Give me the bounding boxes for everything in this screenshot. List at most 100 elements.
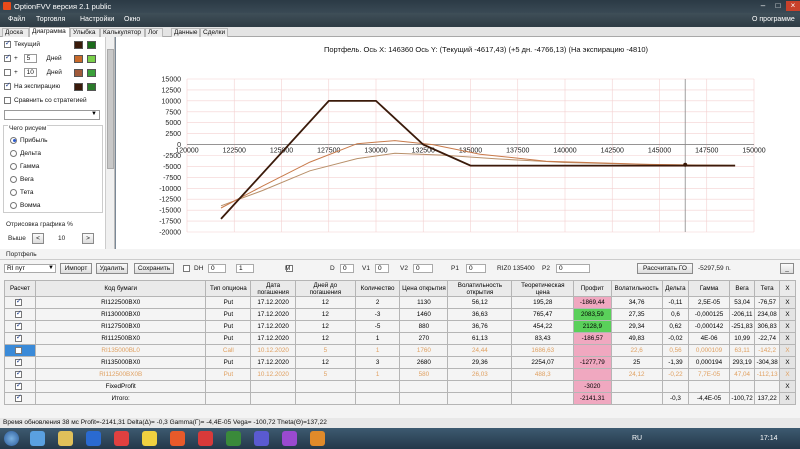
table-row[interactable]: RI122500BX0Put17.12.2020122113056,12195,…: [4, 296, 797, 309]
remove-row-button[interactable]: X: [778, 332, 797, 345]
calc-checkbox[interactable]: [14, 358, 22, 366]
column-header[interactable]: Теоретическая цена: [511, 280, 575, 297]
menu-file[interactable]: Файл: [8, 16, 26, 23]
column-header[interactable]: Волатильность: [610, 280, 663, 297]
tab-smile[interactable]: Улыбка: [70, 28, 100, 37]
option-delta[interactable]: Дельта: [10, 149, 41, 160]
calc-checkbox[interactable]: [14, 370, 22, 378]
m-checkbox[interactable]: [285, 265, 293, 272]
plus10-color-1[interactable]: [74, 69, 83, 77]
v2-input[interactable]: 0: [413, 264, 433, 273]
column-header[interactable]: Количество: [354, 280, 401, 297]
remove-row-button[interactable]: X: [778, 392, 797, 405]
column-header[interactable]: Профит: [573, 280, 612, 297]
calc-checkbox[interactable]: [14, 394, 22, 402]
remove-row-button[interactable]: X: [778, 380, 797, 393]
calc-checkbox-cell[interactable]: [4, 356, 36, 369]
table-row[interactable]: RI112500BX0BPut10.12.20205158026,03488,3…: [4, 368, 797, 381]
vomma-radio[interactable]: [10, 201, 17, 209]
current-color-2[interactable]: [87, 41, 96, 49]
table-row[interactable]: RI127500BX0Put17.12.202012-588036,76454,…: [4, 320, 797, 333]
calc-checkbox[interactable]: [14, 334, 22, 342]
delete-button[interactable]: Удалить: [96, 263, 128, 274]
language-indicator[interactable]: RU: [632, 435, 643, 442]
menu-about[interactable]: О программе: [752, 16, 795, 23]
expiry-checkbox[interactable]: [4, 81, 11, 91]
column-header[interactable]: Волатильность открытия: [447, 280, 513, 297]
plus5-color-1[interactable]: [74, 55, 83, 63]
column-header[interactable]: Вега: [728, 280, 756, 297]
table-row[interactable]: RI135000BL0 Call 10.12.2020 5 1 1760 24,44 1686…: [4, 344, 797, 357]
app-icon-3[interactable]: [282, 431, 297, 446]
yandex-icon[interactable]: [170, 431, 185, 446]
account-select[interactable]: RI пут: [4, 264, 56, 273]
remove-row-button[interactable]: X: [778, 368, 797, 381]
p1-input[interactable]: 0: [466, 264, 486, 273]
scrollbar-thumb[interactable]: [107, 49, 114, 169]
remove-row-button[interactable]: X: [778, 344, 797, 357]
app-icon-1[interactable]: [226, 431, 241, 446]
calc-checkbox-cell[interactable]: [4, 320, 36, 333]
column-header[interactable]: Гамма: [688, 280, 730, 297]
current-color-1[interactable]: [74, 41, 83, 49]
tab-diagram[interactable]: Диаграмма: [29, 27, 70, 37]
chrome-icon[interactable]: [142, 431, 157, 446]
calc-checkbox[interactable]: [14, 298, 22, 306]
dh-input-1[interactable]: 0: [208, 264, 226, 273]
plus10-checkbox[interactable]: [4, 68, 11, 76]
option-theta[interactable]: Тета: [10, 188, 34, 199]
option-fvv-icon[interactable]: [310, 431, 325, 446]
calc-checkbox-cell[interactable]: [4, 368, 36, 381]
opera-icon[interactable]: [198, 431, 213, 446]
table-row[interactable]: RI112500BX0Put17.12.202012127061,1383,43…: [4, 332, 797, 345]
panel-scrollbar[interactable]: [105, 37, 114, 249]
option-vega[interactable]: Вега: [10, 175, 34, 186]
column-header[interactable]: Тета: [754, 280, 780, 297]
option-profit[interactable]: Прибыль: [10, 136, 48, 147]
column-header[interactable]: Цена открытия: [399, 280, 449, 297]
remove-row-button[interactable]: X: [778, 308, 797, 321]
minimize-icon[interactable]: –: [760, 1, 766, 10]
table-row[interactable]: FixedProfit -3020 X: [4, 380, 797, 393]
theta-radio[interactable]: [10, 188, 17, 196]
dh-checkbox[interactable]: [183, 265, 190, 272]
d-input[interactable]: 0: [340, 264, 354, 273]
calc-checkbox-cell[interactable]: [4, 380, 36, 393]
column-header[interactable]: X: [778, 280, 797, 297]
option-vomma[interactable]: Вомма: [10, 201, 41, 212]
p2-input[interactable]: 0: [556, 264, 590, 273]
calc-checkbox-cell[interactable]: [4, 332, 36, 345]
calc-checkbox[interactable]: [14, 346, 22, 354]
folder-icon[interactable]: [58, 431, 73, 446]
menu-window[interactable]: Окно: [124, 16, 141, 23]
dh-input-2[interactable]: 1: [236, 264, 254, 273]
calc-checkbox-cell[interactable]: [4, 392, 36, 405]
v1-input[interactable]: 0: [375, 264, 389, 273]
column-header[interactable]: Дней до погашения: [295, 280, 356, 297]
option-gamma[interactable]: Гамма: [10, 162, 39, 173]
calc-checkbox-cell[interactable]: [4, 344, 36, 357]
calc-checkbox[interactable]: [14, 310, 22, 318]
calc-go-button[interactable]: Рассчитать ГО: [637, 263, 693, 274]
remove-row-button[interactable]: X: [778, 356, 797, 369]
compare-checkbox[interactable]: [4, 96, 11, 104]
column-header[interactable]: Код бумаги: [34, 280, 207, 297]
calc-checkbox-cell[interactable]: [4, 308, 36, 321]
tab-log[interactable]: Лог: [145, 28, 163, 37]
pdf-icon[interactable]: [114, 431, 129, 446]
close-icon[interactable]: ×: [786, 1, 800, 11]
calc-checkbox[interactable]: [14, 382, 22, 390]
column-header[interactable]: Тип опциона: [205, 280, 252, 297]
vega-radio[interactable]: [10, 175, 17, 183]
plus10-days-input[interactable]: 10: [23, 68, 37, 77]
table-row[interactable]: RI130000BX0Put17.12.202012-3146036,63765…: [4, 308, 797, 321]
tab-deals[interactable]: Сделки: [200, 28, 228, 37]
tab-board[interactable]: Доска: [2, 28, 29, 37]
current-checkbox[interactable]: [4, 39, 11, 49]
minimize-grid-button[interactable]: _: [780, 263, 794, 274]
plus5-color-2[interactable]: [87, 55, 96, 63]
ie-icon[interactable]: [30, 431, 45, 446]
column-header[interactable]: Расчет: [4, 280, 36, 297]
expiry-color-1[interactable]: [74, 83, 83, 91]
